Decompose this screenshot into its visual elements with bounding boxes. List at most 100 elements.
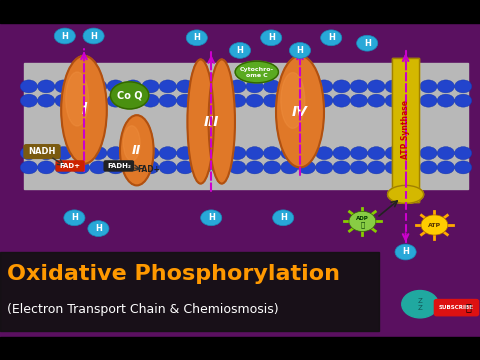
Circle shape (194, 161, 211, 174)
Ellipse shape (66, 72, 88, 126)
Circle shape (402, 161, 420, 174)
Text: Co Q: Co Q (117, 90, 143, 100)
Circle shape (211, 161, 228, 174)
Circle shape (264, 161, 281, 174)
Circle shape (281, 161, 298, 174)
Circle shape (211, 80, 228, 93)
Circle shape (37, 161, 55, 174)
Circle shape (437, 80, 455, 93)
Text: H: H (61, 32, 68, 41)
Circle shape (107, 161, 124, 174)
Text: Ⓟ: Ⓟ (360, 221, 364, 228)
Circle shape (350, 80, 368, 93)
Circle shape (420, 80, 437, 93)
Circle shape (55, 161, 72, 174)
Circle shape (107, 147, 124, 159)
Circle shape (298, 161, 315, 174)
Circle shape (107, 80, 124, 93)
Circle shape (350, 161, 368, 174)
Ellipse shape (120, 115, 154, 185)
Circle shape (211, 94, 228, 107)
Ellipse shape (110, 82, 149, 109)
FancyBboxPatch shape (56, 161, 84, 171)
Circle shape (124, 147, 142, 159)
Circle shape (315, 147, 333, 159)
Circle shape (437, 161, 455, 174)
Text: H: H (402, 248, 409, 256)
Text: NADH: NADH (28, 147, 56, 156)
Circle shape (321, 30, 342, 46)
Circle shape (90, 80, 107, 93)
Text: (Electron Transport Chain & Chemiosmosis): (Electron Transport Chain & Chemiosmosis… (7, 302, 279, 315)
Text: H: H (328, 33, 335, 42)
Circle shape (194, 80, 211, 93)
Circle shape (55, 147, 72, 159)
Circle shape (368, 80, 385, 93)
Text: H: H (280, 213, 287, 222)
Text: H: H (90, 32, 97, 41)
Circle shape (186, 30, 207, 46)
Text: H: H (297, 46, 303, 55)
Bar (0, 252, 379, 331)
Text: ATP Synthase: ATP Synthase (401, 100, 410, 159)
Circle shape (368, 147, 385, 159)
Circle shape (159, 161, 177, 174)
Bar (24, 63, 468, 189)
Circle shape (298, 80, 315, 93)
Text: III: III (204, 114, 219, 129)
Circle shape (20, 80, 37, 93)
Text: Z
Z: Z Z (418, 298, 422, 311)
Circle shape (437, 147, 455, 159)
Circle shape (395, 244, 416, 260)
Circle shape (54, 28, 75, 44)
Circle shape (402, 94, 420, 107)
Circle shape (194, 94, 211, 107)
Text: ATP: ATP (428, 222, 441, 228)
Ellipse shape (61, 56, 107, 164)
Circle shape (357, 35, 378, 51)
Circle shape (298, 147, 315, 159)
Text: Oxidative Phosphorylation: Oxidative Phosphorylation (7, 264, 340, 284)
Circle shape (142, 147, 159, 159)
Circle shape (177, 80, 194, 93)
Text: I: I (81, 102, 87, 117)
Circle shape (228, 161, 246, 174)
Circle shape (72, 147, 90, 159)
Circle shape (350, 94, 368, 107)
Circle shape (289, 42, 311, 58)
Ellipse shape (123, 126, 140, 161)
Bar (392, 58, 419, 202)
Circle shape (264, 94, 281, 107)
Circle shape (228, 94, 246, 107)
Text: H: H (237, 46, 243, 55)
Text: FAD+: FAD+ (137, 166, 160, 175)
Circle shape (281, 147, 298, 159)
Text: H: H (268, 33, 275, 42)
Circle shape (107, 94, 124, 107)
Circle shape (421, 215, 448, 235)
Circle shape (177, 161, 194, 174)
Text: Cytochro-: Cytochro- (240, 67, 274, 72)
Circle shape (72, 161, 90, 174)
Text: H: H (208, 213, 215, 222)
Circle shape (37, 80, 55, 93)
Circle shape (333, 147, 350, 159)
Circle shape (72, 94, 90, 107)
Circle shape (333, 80, 350, 93)
Circle shape (315, 80, 333, 93)
Text: FAD+: FAD+ (60, 163, 81, 169)
Circle shape (455, 94, 472, 107)
Circle shape (437, 94, 455, 107)
Circle shape (37, 94, 55, 107)
Ellipse shape (187, 59, 214, 184)
Circle shape (124, 80, 142, 93)
Bar (0, 337, 480, 360)
Circle shape (20, 147, 37, 159)
Circle shape (159, 147, 177, 159)
Circle shape (90, 94, 107, 107)
Circle shape (264, 80, 281, 93)
Circle shape (228, 147, 246, 159)
Ellipse shape (387, 185, 423, 203)
Circle shape (462, 303, 474, 312)
Circle shape (177, 147, 194, 159)
